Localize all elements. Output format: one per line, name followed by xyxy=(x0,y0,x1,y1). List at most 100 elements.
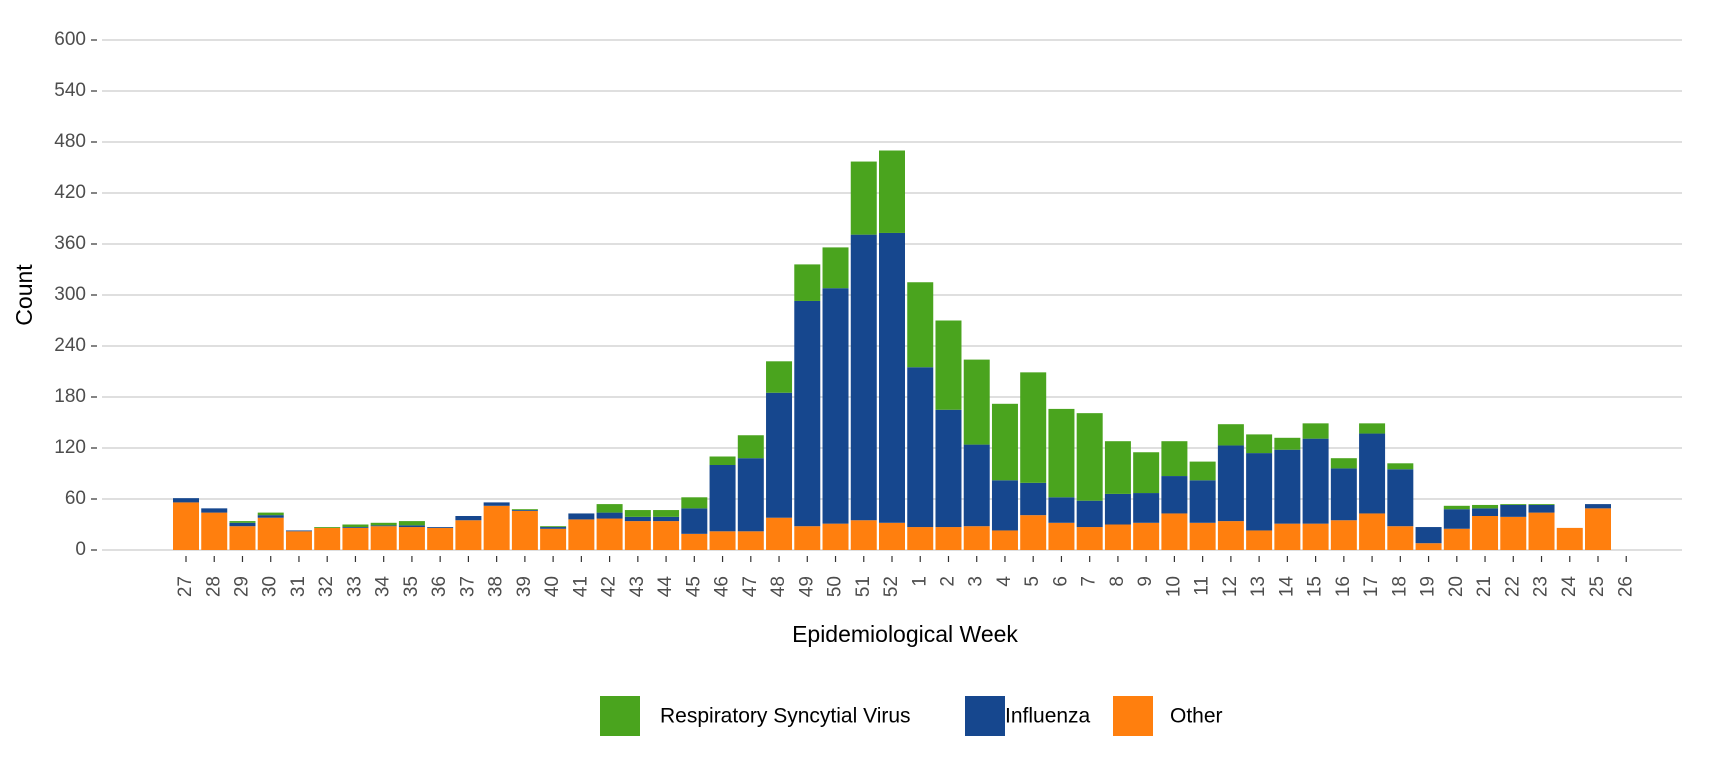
bar-segment xyxy=(1020,515,1047,550)
x-tick-label: 50 xyxy=(825,576,846,597)
bar-segment xyxy=(370,522,397,526)
bar-segment xyxy=(1189,461,1216,481)
y-axis-title: Count xyxy=(11,264,37,326)
bar-segment xyxy=(342,527,369,528)
bar-segment xyxy=(511,510,538,550)
bar-segment xyxy=(1415,543,1442,550)
bar-segment xyxy=(1133,522,1160,550)
bar-segment xyxy=(201,508,228,513)
bar-segment xyxy=(907,282,934,368)
bar-segment xyxy=(1359,513,1386,550)
bar-segment xyxy=(935,320,962,410)
bar-segment xyxy=(822,523,849,550)
x-tick-label: 40 xyxy=(542,576,563,597)
x-tick-label: 11 xyxy=(1192,576,1213,596)
bar-segment xyxy=(1443,505,1470,510)
bar-segment xyxy=(850,234,877,521)
bar-segment xyxy=(568,513,595,520)
bar-segment xyxy=(794,264,821,301)
x-tick-label: 27 xyxy=(175,576,196,597)
bar-segment xyxy=(173,498,199,503)
x-tick-label: 34 xyxy=(373,576,394,598)
x-axis-title: Epidemiological Week xyxy=(792,621,1018,647)
x-tick-label: 20 xyxy=(1446,576,1467,597)
bar-segment xyxy=(1048,497,1075,523)
bar-segment xyxy=(229,526,256,550)
bar-segment xyxy=(624,521,651,550)
x-tick-label: 31 xyxy=(288,576,309,597)
bar-segment xyxy=(1104,524,1131,550)
y-tick-label: 0 xyxy=(75,539,86,560)
bar-segment xyxy=(257,515,284,518)
bar-segment xyxy=(935,527,962,550)
bar-segment xyxy=(1415,527,1442,544)
bar-segment xyxy=(540,526,567,528)
bar-segment xyxy=(257,517,284,550)
bar-segment xyxy=(370,525,397,527)
bar-segment xyxy=(229,522,256,527)
legend-swatch xyxy=(600,696,640,736)
bar-segment xyxy=(1500,504,1527,505)
bar-segment xyxy=(653,510,680,517)
legend-label: Influenza xyxy=(1005,705,1091,728)
bar-segment xyxy=(1330,468,1357,521)
x-tick-label: 14 xyxy=(1276,576,1297,598)
bar-segment xyxy=(398,527,425,550)
bar-segment xyxy=(1443,509,1470,529)
x-tick-label: 1 xyxy=(909,576,930,587)
bar-segment xyxy=(1330,520,1357,550)
bar-segment xyxy=(483,502,510,506)
x-tick-label: 22 xyxy=(1502,576,1523,597)
bar-segment xyxy=(963,359,990,445)
bar-segment xyxy=(822,288,849,524)
bar-segment xyxy=(1246,434,1273,454)
bar-segment xyxy=(681,533,708,550)
bar-segment xyxy=(653,521,680,550)
y-tick-label: 240 xyxy=(54,335,86,356)
x-tick-label: 6 xyxy=(1050,576,1071,587)
bar-segment xyxy=(709,531,736,550)
x-tick-label: 29 xyxy=(231,576,252,597)
bar-segment xyxy=(766,517,793,550)
bar-segment xyxy=(1556,527,1583,550)
bar-segment xyxy=(1528,504,1555,513)
x-tick-label: 15 xyxy=(1305,576,1326,597)
x-tick-label: 4 xyxy=(994,576,1015,587)
bar-segment xyxy=(314,527,341,550)
bar-segment xyxy=(1585,508,1611,550)
bar-segment xyxy=(540,528,567,550)
bar-segment xyxy=(427,527,454,528)
x-tick-label: 28 xyxy=(203,576,224,597)
bar-segment xyxy=(342,524,369,528)
bar-segment xyxy=(173,502,199,550)
bar-segment xyxy=(1443,528,1470,550)
bar-segment xyxy=(455,516,482,521)
legend-label: Other xyxy=(1170,705,1223,728)
bar-segment xyxy=(766,392,793,518)
bar-segment xyxy=(1387,463,1414,470)
bar-segment xyxy=(850,161,877,235)
x-tick-label: 16 xyxy=(1333,576,1354,597)
legend-swatch xyxy=(965,696,1005,736)
bar-segment xyxy=(653,516,680,522)
bar-segment xyxy=(1585,504,1611,509)
bar-segment xyxy=(568,519,595,550)
bar-segment xyxy=(1359,423,1386,434)
x-tick-label: 46 xyxy=(712,576,733,597)
bar-segment xyxy=(1133,452,1160,494)
bar-segment xyxy=(907,367,934,528)
bar-segment xyxy=(1161,441,1188,477)
bar-segment xyxy=(1104,493,1131,525)
bar-segment xyxy=(511,509,538,511)
bar-segment xyxy=(1189,522,1216,550)
y-tick-label: 300 xyxy=(54,284,86,305)
bar-segment xyxy=(879,232,905,523)
bar-segment xyxy=(737,531,764,550)
bar-segment xyxy=(879,150,905,233)
x-tick-label: 18 xyxy=(1389,576,1410,597)
bar-segment xyxy=(427,527,454,550)
bar-segment xyxy=(935,409,962,528)
bar-segment xyxy=(540,527,567,529)
bar-segment xyxy=(1387,469,1414,527)
bar-segment xyxy=(963,526,990,550)
